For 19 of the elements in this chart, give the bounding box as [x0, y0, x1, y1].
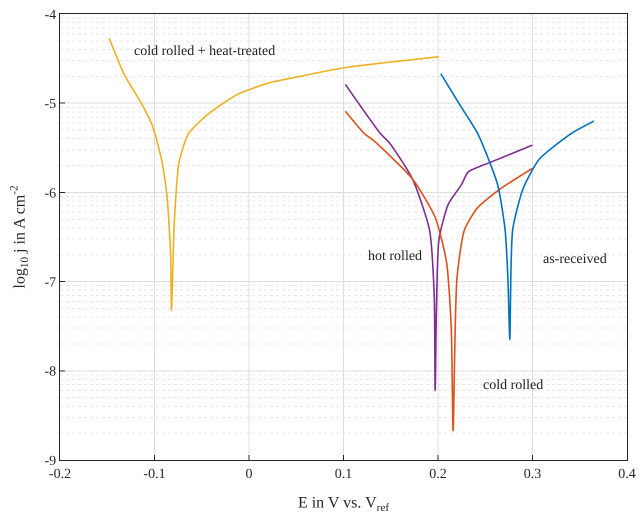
y-tick-label: -8: [44, 364, 56, 380]
text: cold rolled: [483, 378, 544, 393]
y-tick-label: -4: [44, 8, 56, 23]
x-tick-label: -0.2: [48, 466, 72, 482]
x-tick-label: 0.3: [524, 466, 542, 482]
y-tick-label: -5: [44, 97, 56, 112]
x-tick-label: 0: [246, 466, 252, 482]
text: as-received: [543, 252, 607, 267]
y-tick-label: -9: [44, 454, 56, 469]
x-tick-label: -0.1: [143, 466, 166, 482]
x-tick-label: 0.4: [618, 466, 636, 482]
x-axis-title: E in V vs. V$_{ref}$: [298, 494, 390, 514]
series-label: hot rolled: [368, 249, 422, 264]
line-series: [108, 37, 440, 311]
y-tick-label: -6: [44, 186, 56, 202]
x-tick-label: 0.2: [429, 466, 447, 482]
y-tick-label: -7: [44, 276, 56, 290]
series-label: cold rolled + heat-treated: [134, 44, 276, 59]
x-tick-label: 0.1: [334, 466, 352, 482]
